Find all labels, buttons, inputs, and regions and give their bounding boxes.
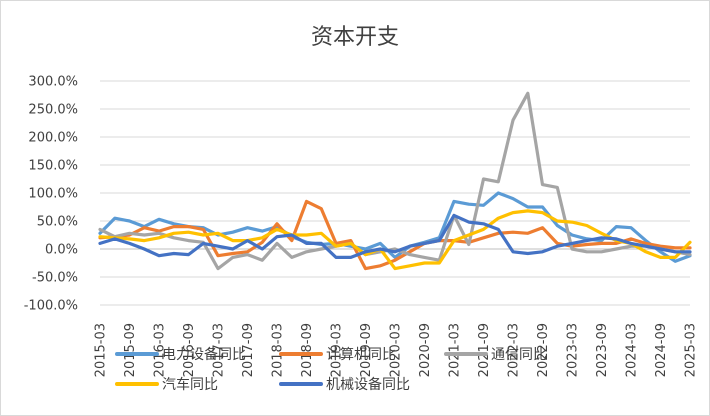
x-tick-label: 2018-03 — [271, 323, 286, 377]
x-tick-label: 2016-09 — [182, 323, 197, 377]
x-tick-label: 2015-03 — [94, 323, 109, 377]
x-tick-label: 2020-09 — [418, 323, 433, 377]
x-axis-ticks: 2015-03 2015-09 2016-03 2016-09 2017-03 2017-… — [94, 323, 699, 377]
series-lines — [98, 91, 692, 271]
x-tick-label: 2020-03 — [389, 323, 404, 377]
y-tick-label: 0.0% — [45, 243, 78, 258]
gridlines — [100, 80, 690, 306]
x-tick-label: 2017-03 — [212, 323, 227, 377]
x-tick-label: 2018-09 — [300, 323, 315, 377]
legend-label-4: 机械设备同比 — [326, 376, 410, 393]
x-tick-label: 2022-09 — [536, 323, 551, 377]
chart-title: 资本开支 — [311, 25, 399, 50]
y-tick-label: -50.0% — [32, 271, 78, 286]
y-tick-label: -100.0% — [24, 299, 78, 314]
x-tick-label: 2019-09 — [359, 323, 374, 377]
legend-label-0: 电力设备同比 — [162, 346, 246, 363]
x-tick-label: 2019-03 — [330, 323, 345, 377]
series-line-4 — [98, 213, 692, 259]
series-line-2 — [98, 91, 692, 271]
legend-label-3: 汽车同比 — [162, 376, 218, 393]
x-tick-label: 2021-09 — [477, 323, 492, 377]
y-tick-label: 250.0% — [28, 103, 78, 118]
x-tick-label: 2024-09 — [654, 323, 669, 377]
x-tick-label: 2023-09 — [595, 323, 610, 377]
legend-label-2: 通信同比 — [491, 347, 547, 363]
x-tick-label: 2015-09 — [123, 323, 138, 377]
x-tick-label: 2016-03 — [153, 323, 168, 377]
series-line-1 — [98, 199, 692, 271]
x-tick-label: 2025-03 — [684, 323, 699, 377]
y-tick-label: 100.0% — [28, 187, 78, 202]
y-tick-label: 150.0% — [28, 159, 78, 174]
y-axis-ticks: 300.0% 250.0% 200.0% 150.0% 100.0% 50.0% 0.0% -… — [24, 75, 78, 314]
legend-label-1: 计算机同比 — [326, 347, 396, 363]
series-line-3 — [98, 209, 692, 271]
y-tick-label: 200.0% — [28, 131, 78, 146]
x-tick-label: 2023-03 — [566, 323, 581, 377]
y-tick-label: 300.0% — [28, 75, 78, 90]
x-tick-label: 2021-03 — [448, 323, 463, 377]
x-tick-label: 2024-03 — [625, 323, 640, 377]
x-tick-label: 2017-09 — [241, 323, 256, 377]
x-tick-label: 2022-03 — [507, 323, 522, 377]
y-tick-label: 50.0% — [37, 215, 78, 230]
